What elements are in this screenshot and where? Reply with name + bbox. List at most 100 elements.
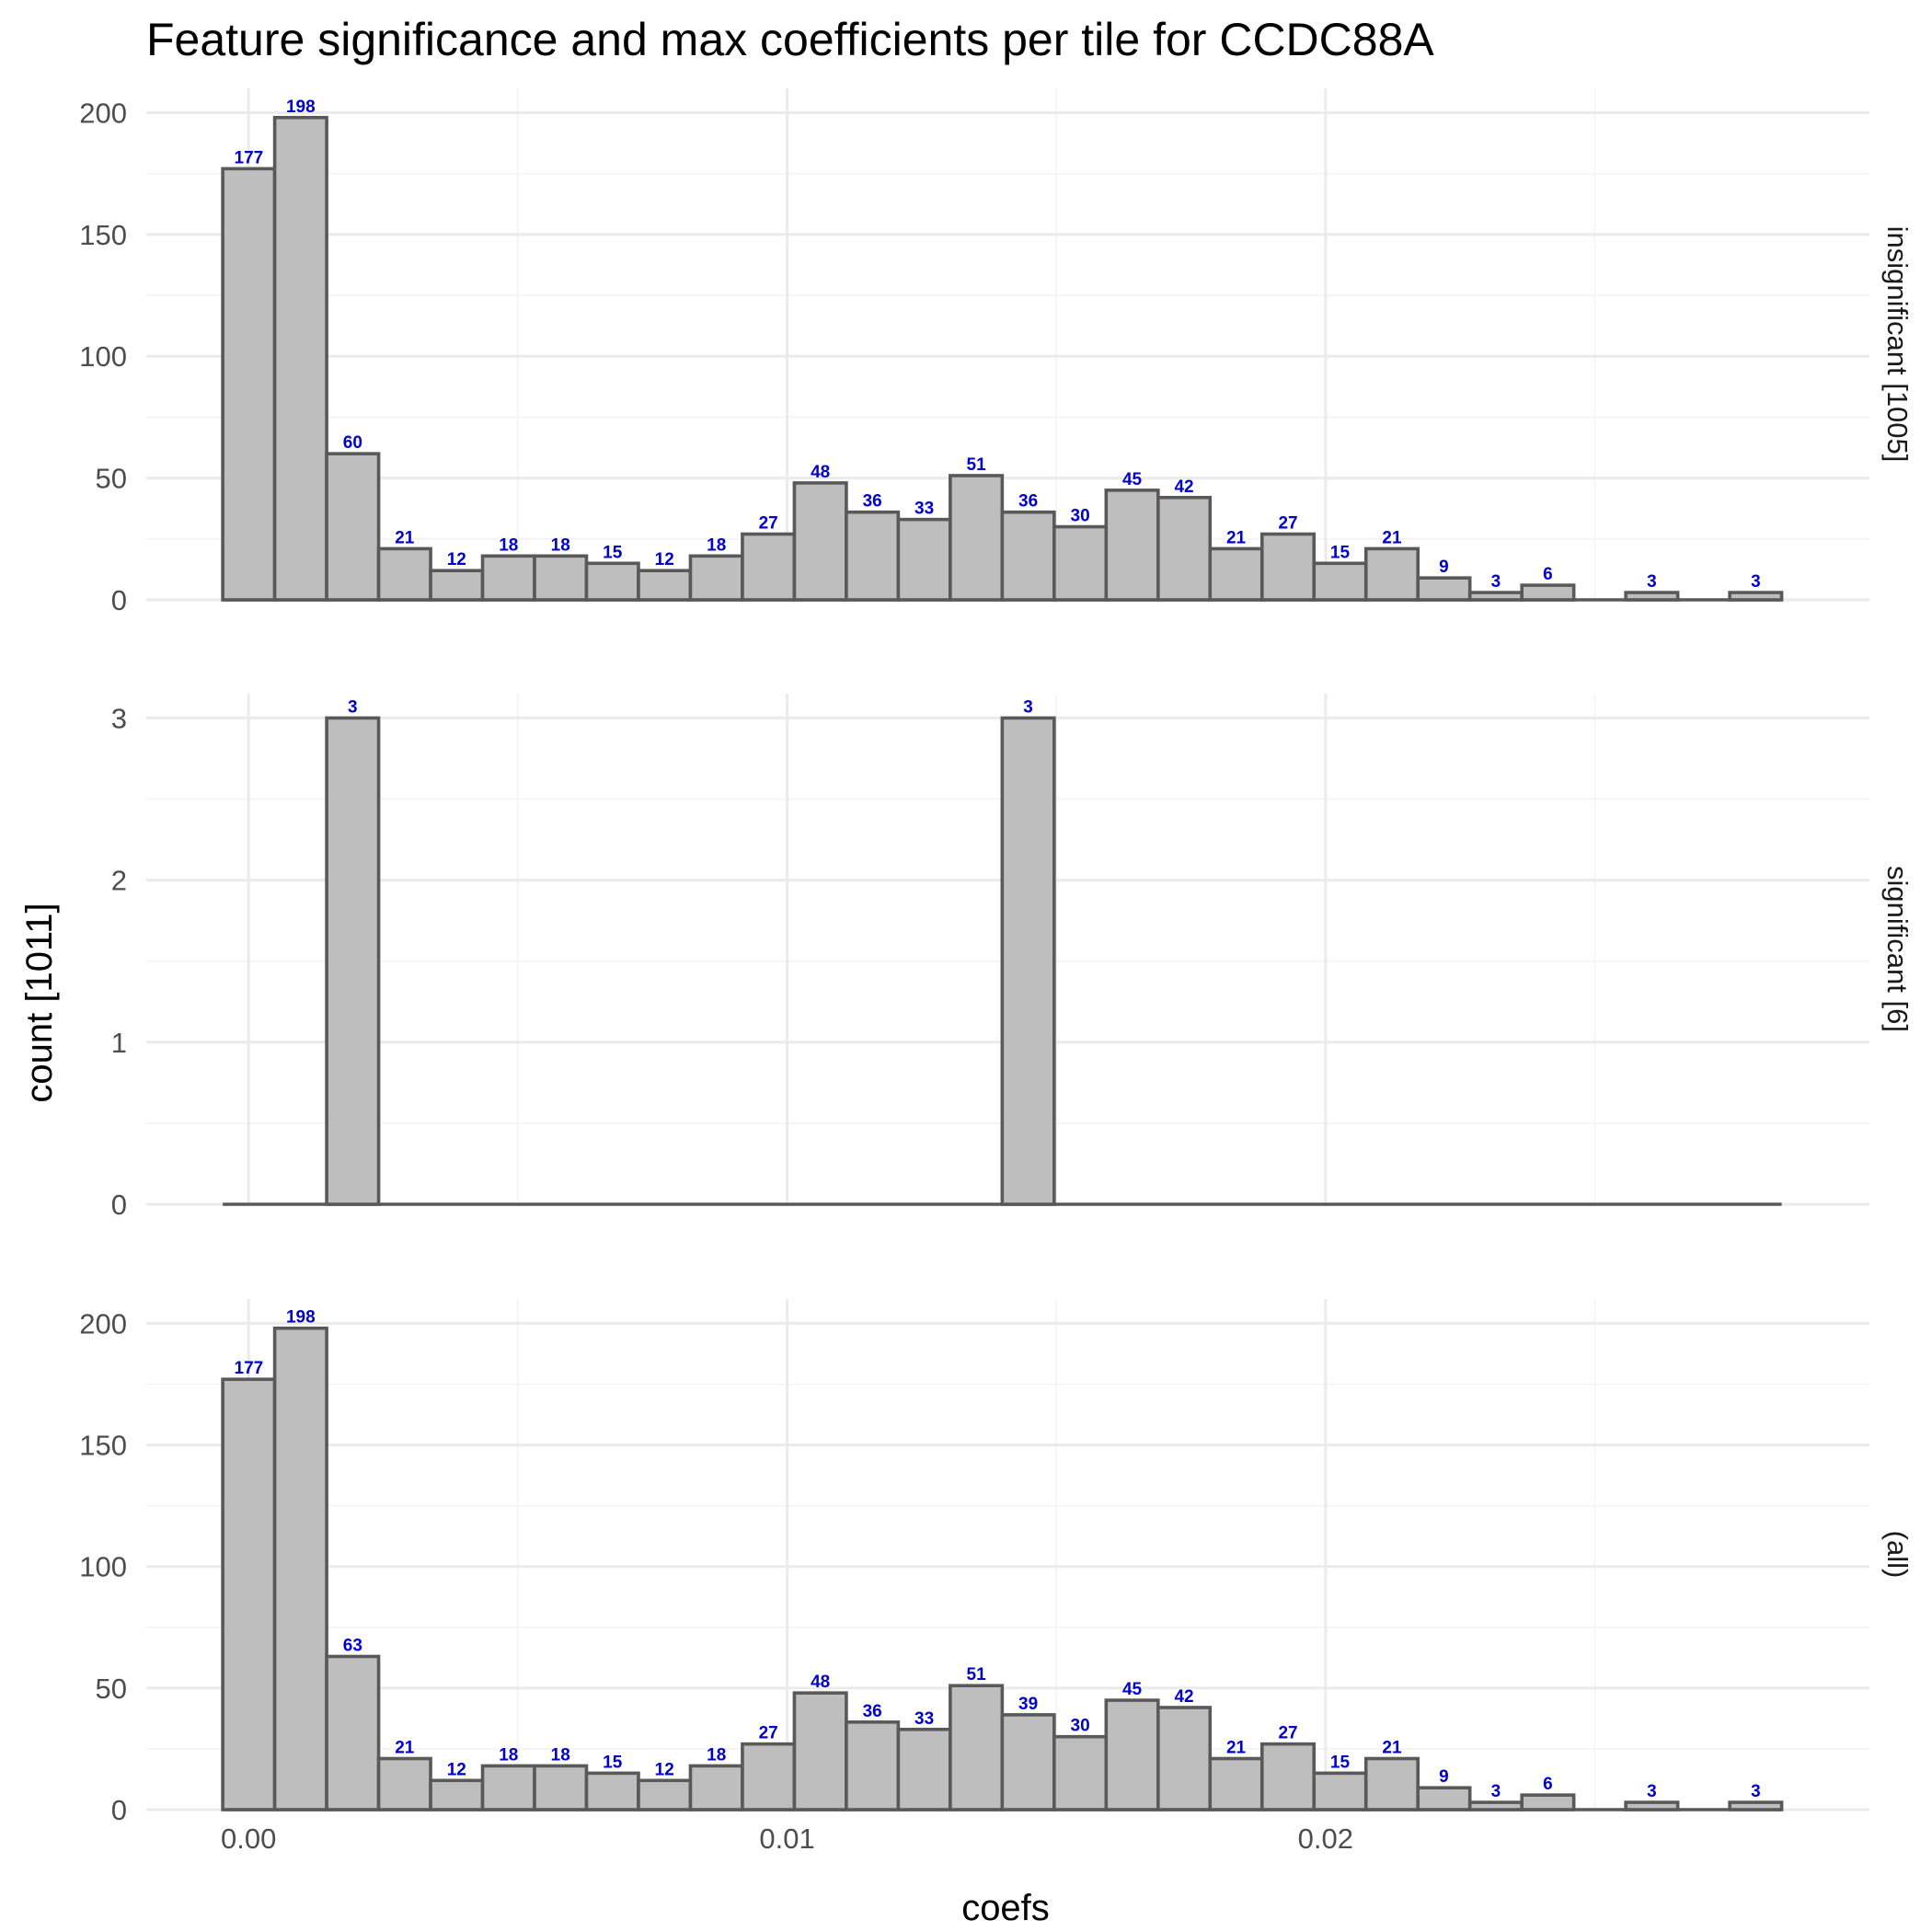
bar-value-label: 33 <box>914 1709 934 1729</box>
y-tick-label: 200 <box>79 1307 127 1340</box>
bar-value-label: 36 <box>1018 492 1038 512</box>
bar-value-label: 63 <box>343 1637 362 1656</box>
y-tick-label: 200 <box>79 97 127 129</box>
histogram-bar <box>1312 561 1368 602</box>
x-tick-label: 0.02 <box>1298 1823 1353 1855</box>
bar-value-label: 18 <box>499 535 518 555</box>
histogram-bar <box>1728 1800 1784 1811</box>
facet-strip-label: (all) <box>1881 1531 1914 1579</box>
y-tick-label: 50 <box>96 1673 127 1705</box>
y-tick-label: 0 <box>111 584 127 616</box>
bar-value-label: 3 <box>1491 1782 1501 1801</box>
bar-value-label: 21 <box>1226 528 1247 547</box>
histogram-bar <box>1259 1742 1317 1811</box>
histogram-bar <box>1363 546 1420 602</box>
bar-value-label: 18 <box>551 535 570 555</box>
bar-value-label: 12 <box>447 1760 466 1779</box>
histogram-bar <box>325 452 381 602</box>
histogram-bar <box>949 1684 1005 1811</box>
bar-value-label: 27 <box>1278 1724 1297 1743</box>
y-tick-label: 150 <box>79 219 127 251</box>
histogram-bar <box>1104 489 1160 602</box>
bar-value-label: 30 <box>1071 507 1090 526</box>
bar-value-label: 45 <box>1122 470 1143 489</box>
histogram-bar <box>325 716 381 1206</box>
facet-panel-1: 3 3 0 1 2 3 significant [6] <box>111 694 1914 1221</box>
bar-value-label: 198 <box>286 1308 316 1328</box>
bar-value-label: 12 <box>447 550 466 569</box>
histogram-bar <box>637 569 693 602</box>
histogram-bar <box>325 1654 381 1811</box>
y-tick-label: 3 <box>111 702 127 734</box>
histogram-bar <box>1052 1734 1109 1811</box>
bar-value-label: 3 <box>1751 1782 1761 1801</box>
bar-value-label: 51 <box>967 1665 987 1685</box>
histogram-bar <box>1259 532 1317 602</box>
bar-value-label: 21 <box>395 528 415 547</box>
bar-value-label: 36 <box>863 1702 882 1721</box>
histogram-bar <box>429 569 485 602</box>
x-tick-label: 0.01 <box>759 1823 814 1855</box>
facet-strip-label: significant [6] <box>1881 866 1914 1032</box>
bar-value-label: 9 <box>1439 1767 1449 1787</box>
y-tick-label: 0 <box>111 1794 127 1826</box>
histogram-bar <box>1208 546 1264 602</box>
histogram-bar <box>637 1778 693 1811</box>
histogram-bar <box>221 167 277 602</box>
bar-value-label: 18 <box>499 1745 518 1765</box>
histogram-bar <box>533 1764 589 1811</box>
histogram-bar <box>1416 576 1472 602</box>
facet-strip-label: insignificant [1005] <box>1881 226 1914 463</box>
y-tick-label: 2 <box>111 865 127 897</box>
bar-value-label: 177 <box>235 148 264 167</box>
histogram-bar <box>688 554 744 602</box>
y-axis-title: count [1011] <box>19 903 60 1102</box>
histogram-bar <box>1104 1698 1160 1811</box>
bar-value-label: 15 <box>603 543 623 562</box>
x-tick-label: 0.00 <box>221 1823 276 1855</box>
histogram-bar <box>845 1720 901 1811</box>
histogram-bar <box>1520 583 1576 602</box>
histogram-bar <box>1467 591 1524 602</box>
histogram-bar <box>1624 591 1680 602</box>
bar-value-label: 21 <box>395 1739 415 1758</box>
histogram-bar <box>1156 495 1213 602</box>
histogram-bar <box>792 481 848 602</box>
histogram-bar <box>533 554 589 602</box>
histogram-bar <box>1467 1800 1524 1811</box>
bar-value-label: 42 <box>1174 477 1193 497</box>
histogram-bar <box>845 510 901 602</box>
x-axis-title: coefs <box>961 1888 1050 1928</box>
bar-value-label: 48 <box>811 1673 830 1692</box>
histogram-bar <box>1156 1706 1213 1811</box>
y-tick-label: 1 <box>111 1027 127 1059</box>
histogram-bar <box>272 1326 328 1811</box>
bar-value-label: 3 <box>1023 697 1033 717</box>
y-tick-label: 50 <box>96 463 127 495</box>
histogram-bar <box>480 554 536 602</box>
bar-value-label: 48 <box>811 463 830 482</box>
bar-value-label: 198 <box>286 98 316 117</box>
bar-value-label: 60 <box>343 433 362 453</box>
histogram-bar <box>272 115 328 602</box>
histogram-bar <box>741 532 797 602</box>
bar-value-label: 18 <box>707 1745 726 1765</box>
bar-value-label: 18 <box>551 1745 570 1765</box>
bar-value-label: 42 <box>1174 1687 1193 1707</box>
histogram-bar <box>429 1778 485 1811</box>
bar-value-label: 27 <box>759 514 778 534</box>
bar-value-label: 3 <box>1751 572 1761 592</box>
bar-value-label: 15 <box>1330 543 1351 562</box>
histogram-bar <box>896 517 952 602</box>
histogram-bar <box>741 1742 797 1811</box>
histogram-bar <box>1312 1771 1368 1811</box>
histogram-bar <box>376 1756 432 1811</box>
histogram-bar <box>1052 524 1109 602</box>
bar-value-label: 3 <box>1491 572 1501 592</box>
histogram-bar <box>1728 591 1784 602</box>
bar-value-label: 30 <box>1071 1717 1090 1736</box>
bar-value-label: 51 <box>967 455 987 475</box>
bar-value-label: 45 <box>1122 1680 1143 1699</box>
